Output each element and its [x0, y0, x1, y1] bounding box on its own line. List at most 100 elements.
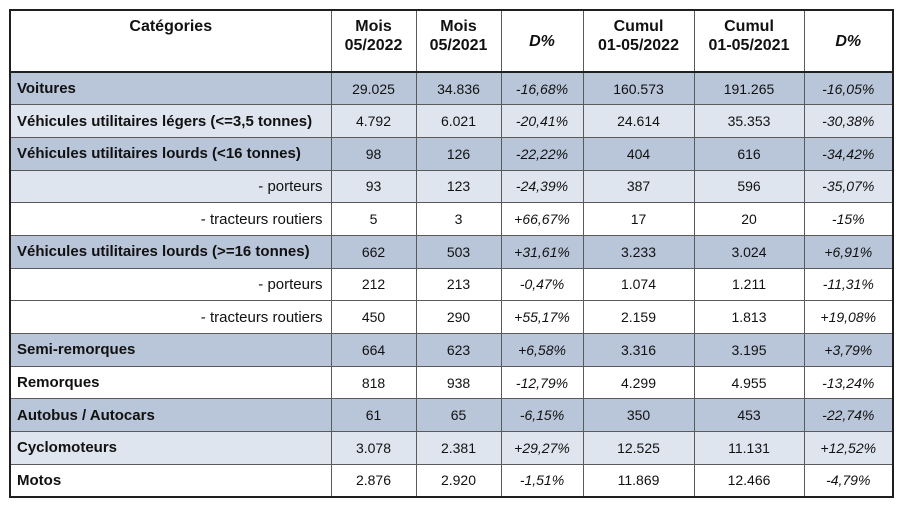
- category-cell: Motos: [9, 463, 332, 498]
- delta-month-cell: -20,41%: [500, 104, 584, 138]
- cumul-2022-cell: 3.316: [582, 333, 695, 367]
- header-delta-cumul: D%: [803, 9, 894, 73]
- cumul-2021-cell: 11.131: [693, 431, 805, 465]
- category-cell: Remorques: [9, 365, 332, 400]
- delta-month-cell: +31,61%: [500, 234, 584, 269]
- delta-cumul-cell: +3,79%: [803, 333, 894, 367]
- month-2021-cell: 123: [415, 169, 502, 204]
- table-row: Véhicules utilitaires lourds (>=16 tonne…: [9, 234, 894, 269]
- header-cumul-2021-text: Cumul 01-05/2021: [708, 18, 790, 54]
- delta-cumul-cell: -34,42%: [803, 136, 894, 171]
- delta-month-cell: -16,68%: [500, 71, 584, 106]
- category-cell: - porteurs: [9, 169, 332, 204]
- delta-cumul-cell: +12,52%: [803, 431, 894, 465]
- delta-month-cell: -24,39%: [500, 169, 584, 204]
- delta-cumul-cell: -13,24%: [803, 365, 894, 400]
- category-cell: Véhicules utilitaires lourds (>=16 tonne…: [9, 234, 332, 269]
- delta-cumul-cell: +6,91%: [803, 234, 894, 269]
- table-row: Autobus / Autocars 61 65 -6,15% 350 453 -22,74…: [9, 398, 894, 433]
- cumul-2021-cell: 4.955: [693, 365, 805, 400]
- cumul-2021-cell: 35.353: [693, 104, 805, 138]
- registrations-table-wrapper: Catégories Mois 05/2022 Mois 05/2021 D% …: [9, 9, 894, 498]
- month-2021-cell: 6.021: [415, 104, 502, 138]
- category-cell: Voitures: [9, 71, 332, 106]
- cumul-2022-cell: 1.074: [582, 267, 695, 302]
- table-row: Semi-remorques 664 623 +6,58% 3.316 3.195 +3,7…: [9, 333, 894, 367]
- table-row: - porteurs 93 123 -24,39% 387 596 -35,07%: [9, 169, 894, 204]
- month-2022-cell: 818: [330, 365, 417, 400]
- cumul-2022-cell: 4.299: [582, 365, 695, 400]
- delta-month-cell: -0,47%: [500, 267, 584, 302]
- header-month-2021: Mois 05/2021: [415, 9, 502, 73]
- header-month-2022: Mois 05/2022: [330, 9, 417, 73]
- month-2022-cell: 4.792: [330, 104, 417, 138]
- table-row: Remorques 818 938 -12,79% 4.299 4.955 -13,24%: [9, 365, 894, 400]
- month-2021-cell: 290: [415, 300, 502, 334]
- header-row: Catégories Mois 05/2022 Mois 05/2021 D% …: [9, 9, 894, 73]
- delta-month-cell: +6,58%: [500, 333, 584, 367]
- month-2022-cell: 93: [330, 169, 417, 204]
- header-cumul-2022: Cumul 01-05/2022: [582, 9, 695, 73]
- cumul-2022-cell: 17: [582, 202, 695, 236]
- month-2021-cell: 213: [415, 267, 502, 302]
- delta-cumul-cell: -4,79%: [803, 463, 894, 498]
- cumul-2022-cell: 160.573: [582, 71, 695, 106]
- cumul-2021-cell: 3.024: [693, 234, 805, 269]
- month-2022-cell: 3.078: [330, 431, 417, 465]
- cumul-2021-cell: 12.466: [693, 463, 805, 498]
- header-cumul-2021: Cumul 01-05/2021: [693, 9, 805, 73]
- month-2021-cell: 2.381: [415, 431, 502, 465]
- cumul-2021-cell: 191.265: [693, 71, 805, 106]
- header-delta-month: D%: [500, 9, 584, 73]
- delta-month-cell: +29,27%: [500, 431, 584, 465]
- month-2022-cell: 450: [330, 300, 417, 334]
- delta-month-cell: -12,79%: [500, 365, 584, 400]
- cumul-2022-cell: 387: [582, 169, 695, 204]
- header-cumul-2022-text: Cumul 01-05/2022: [598, 18, 679, 54]
- category-cell: Semi-remorques: [9, 333, 332, 367]
- table-row: Véhicules utilitaires lourds (<16 tonnes…: [9, 136, 894, 171]
- month-2021-cell: 126: [415, 136, 502, 171]
- table-row: Voitures 29.025 34.836 -16,68% 160.573 191.26…: [9, 71, 894, 106]
- cumul-2022-cell: 404: [582, 136, 695, 171]
- delta-month-cell: -6,15%: [500, 398, 584, 433]
- category-cell: Autobus / Autocars: [9, 398, 332, 433]
- cumul-2021-cell: 1.813: [693, 300, 805, 334]
- cumul-2021-cell: 453: [693, 398, 805, 433]
- cumul-2021-cell: 1.211: [693, 267, 805, 302]
- table-row: Motos 2.876 2.920 -1,51% 11.869 12.466 -4,79%: [9, 463, 894, 498]
- month-2021-cell: 938: [415, 365, 502, 400]
- category-cell: Véhicules utilitaires légers (<=3,5 tonn…: [9, 104, 332, 138]
- table-row: - tracteurs routiers 450 290 +55,17% 2.159 1.…: [9, 300, 894, 334]
- header-month-2022-text: Mois 05/2022: [344, 18, 403, 54]
- cumul-2022-cell: 2.159: [582, 300, 695, 334]
- delta-month-cell: +66,67%: [500, 202, 584, 236]
- cumul-2021-cell: 596: [693, 169, 805, 204]
- table-row: - porteurs 212 213 -0,47% 1.074 1.211 -11,31%: [9, 267, 894, 302]
- cumul-2021-cell: 3.195: [693, 333, 805, 367]
- table-row: - tracteurs routiers 5 3 +66,67% 17 20 -15%: [9, 202, 894, 236]
- month-2022-cell: 98: [330, 136, 417, 171]
- delta-cumul-cell: -30,38%: [803, 104, 894, 138]
- delta-cumul-cell: -11,31%: [803, 267, 894, 302]
- month-2022-cell: 212: [330, 267, 417, 302]
- table-body: Voitures 29.025 34.836 -16,68% 160.573 191.26…: [9, 71, 894, 498]
- table-row: Cyclomoteurs 3.078 2.381 +29,27% 12.525 11.13…: [9, 431, 894, 465]
- month-2021-cell: 3: [415, 202, 502, 236]
- category-cell: - tracteurs routiers: [9, 202, 332, 236]
- delta-cumul-cell: -15%: [803, 202, 894, 236]
- month-2021-cell: 34.836: [415, 71, 502, 106]
- header-month-2021-text: Mois 05/2021: [429, 18, 488, 54]
- table-row: Véhicules utilitaires légers (<=3,5 tonn…: [9, 104, 894, 138]
- delta-cumul-cell: -22,74%: [803, 398, 894, 433]
- delta-month-cell: -22,22%: [500, 136, 584, 171]
- category-cell: Véhicules utilitaires lourds (<16 tonnes…: [9, 136, 332, 171]
- delta-month-cell: +55,17%: [500, 300, 584, 334]
- cumul-2021-cell: 20: [693, 202, 805, 236]
- delta-month-cell: -1,51%: [500, 463, 584, 498]
- category-cell: Cyclomoteurs: [9, 431, 332, 465]
- month-2022-cell: 5: [330, 202, 417, 236]
- cumul-2022-cell: 12.525: [582, 431, 695, 465]
- month-2022-cell: 662: [330, 234, 417, 269]
- month-2022-cell: 664: [330, 333, 417, 367]
